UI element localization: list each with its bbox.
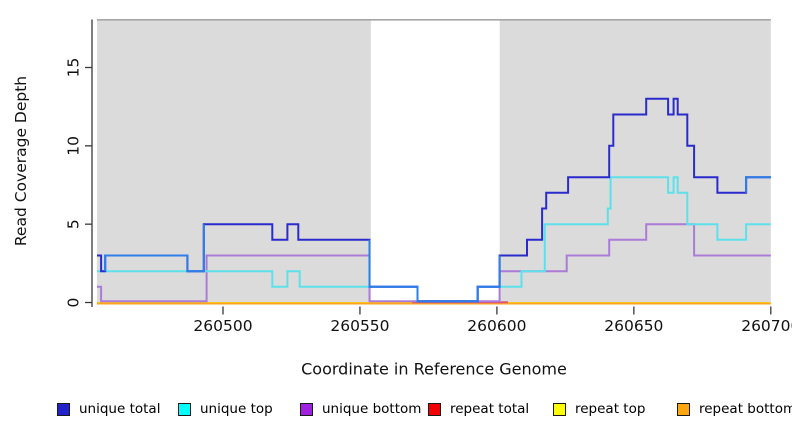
x-tick-label: 260700 [741, 317, 792, 335]
legend-swatch-unique-top [178, 402, 191, 416]
legend-label: repeat total [450, 401, 530, 417]
legend-item-unique-total: unique total [57, 401, 160, 417]
x-tick-label: 260600 [467, 317, 526, 335]
series-line-unique-total-segment-1 [368, 239, 501, 303]
y-axis-title: Read Coverage Depth [12, 75, 30, 247]
legend-label: repeat bottom [699, 401, 792, 417]
legend-swatch-repeat-total [428, 402, 441, 416]
y-tick-label: 5 [65, 219, 83, 229]
x-tick-label: 260500 [193, 317, 252, 335]
legend-label: repeat top [575, 401, 646, 417]
x-tick-label: 260650 [604, 317, 663, 335]
shaded-region-0 [97, 20, 371, 304]
legend-label: unique bottom [322, 401, 422, 417]
x-axis-title: Coordinate in Reference Genome [301, 359, 567, 379]
x-tick-label: 260550 [330, 317, 389, 335]
legend-item-unique-bottom: unique bottom [300, 401, 421, 417]
legend-item-repeat-bottom: repeat bottom [677, 401, 792, 417]
legend-item-unique-top: unique top [178, 401, 273, 417]
legend-item-repeat-total: repeat total [428, 401, 529, 417]
gap-region [370, 20, 500, 304]
legend-swatch-repeat-top [553, 402, 566, 416]
y-tick-label: 15 [65, 58, 83, 78]
series-line-unique-total-segment-0 [104, 224, 205, 273]
legend-swatch-unique-bottom [300, 402, 313, 416]
series-line-unique-top [97, 176, 771, 303]
series-line-unique-total-segment-2 [745, 176, 771, 193]
shaded-region-1 [499, 20, 771, 304]
legend-item-repeat-top: repeat top [553, 401, 645, 417]
y-tick-label: 10 [65, 136, 83, 156]
legend-swatch-unique-total [57, 402, 70, 416]
legend-label: unique total [79, 401, 161, 417]
series-line-unique-total [97, 97, 771, 303]
y-tick-label: 0 [65, 298, 83, 308]
legend-swatch-repeat-bottom [677, 402, 690, 416]
legend-label: unique top [200, 401, 273, 417]
